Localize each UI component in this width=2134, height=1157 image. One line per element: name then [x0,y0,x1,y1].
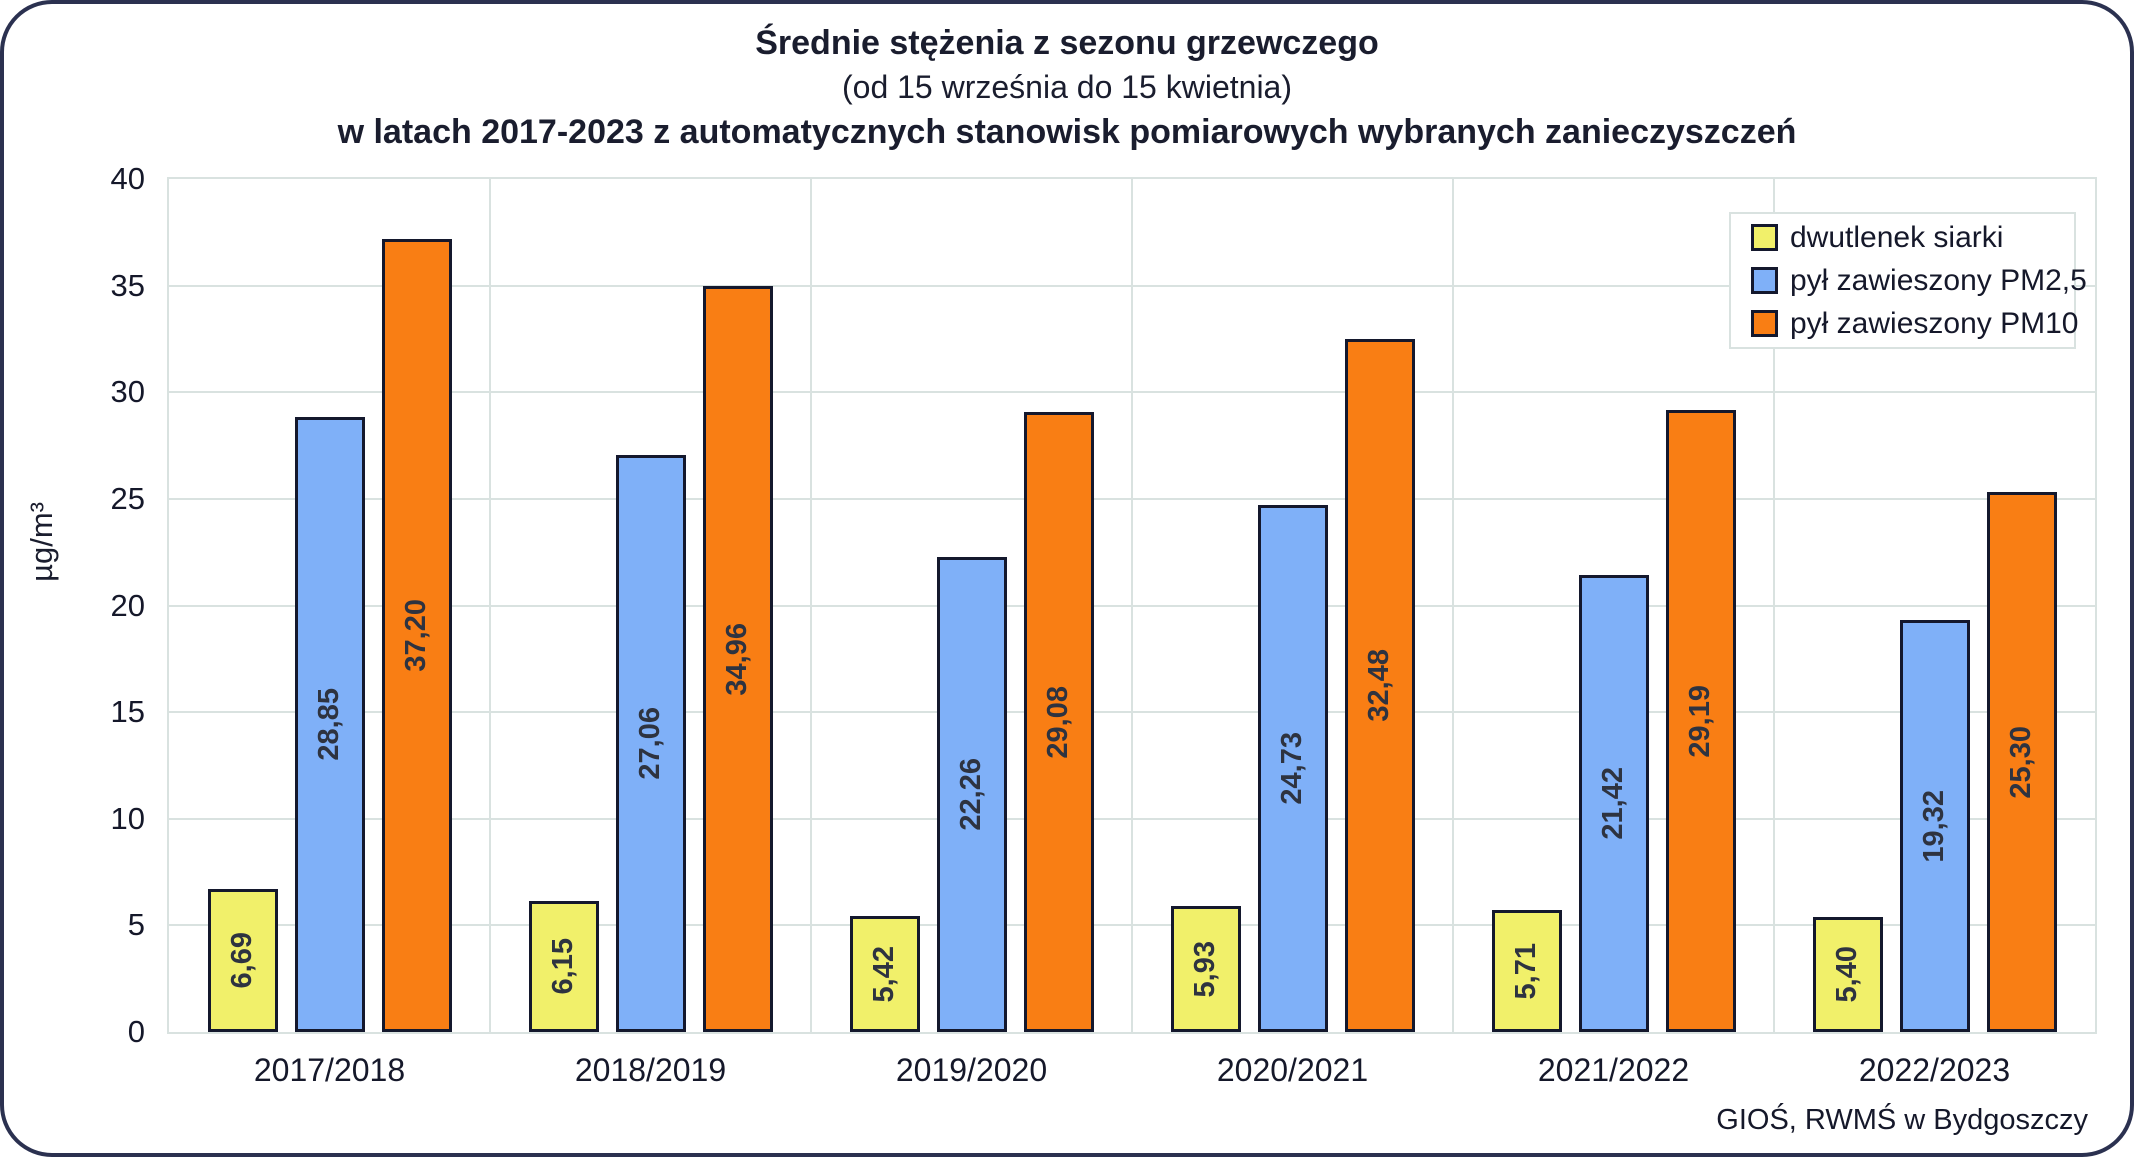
bar-pm25: 21,42 [1578,575,1649,1032]
source-credit: GIOŚ, RWMŚ w Bydgoszczy [1716,1104,2088,1136]
bar-value-label: 34,96 [721,622,753,696]
bar-value-label: 21,42 [1597,767,1629,840]
y-axis-tick-label: 40 [110,161,145,196]
y-axis-tick-label: 25 [110,480,145,516]
bar-so2: 6,69 [207,889,278,1032]
y-axis-tick-label: 30 [110,374,145,410]
bar-value-label: 5,42 [868,945,900,1003]
bar-so2: 6,15 [528,901,599,1032]
bar-group-2018-2019: 6,15 27,06 34,96 [490,179,811,1032]
x-axis-label: 2020/2021 [1216,1052,1369,1088]
x-axis-label: 2018/2019 [574,1052,727,1088]
bar-pm10: 29,08 [1023,412,1094,1032]
bar-pm25: 27,06 [615,455,686,1032]
bar-value-label: 22,26 [955,758,987,831]
y-axis-tick-label: 20 [110,587,145,623]
x-axis-label: 2017/2018 [253,1052,406,1088]
bar-so2: 5,71 [1491,910,1562,1032]
chart-title: Średnie stężenia z sezonu grzewczego (od… [4,20,2130,155]
gridline-vertical [1773,179,1775,1032]
legend-label: pył zawieszony PM10 [1790,306,2079,340]
bar-group-2019-2020: 5,42 22,26 29,08 [811,179,1132,1032]
bar-pm10: 25,30 [1986,492,2057,1032]
bar-value-label: 37,20 [400,599,432,672]
y-axis-tick-label: 10 [110,800,145,836]
legend-item-so2: dwutlenek siarki [1751,221,2074,255]
bar-value-label: 24,73 [1276,732,1308,805]
bar-value-label: 5,93 [1189,940,1221,998]
bar-value-label: 19,32 [1918,789,1950,863]
bar-pm10: 37,20 [381,239,452,1032]
legend: dwutlenek siarki pył zawieszony PM2,5 pył … [1729,212,2087,349]
y-axis-tick-label: 0 [127,1014,145,1049]
bar-pm10: 29,19 [1665,410,1736,1032]
legend-color-swatch [1751,267,1778,294]
bar-value-label: 27,06 [634,707,666,780]
bar-so2: 5,42 [849,916,920,1032]
bar-group-2020-2021: 5,93 24,73 32,48 [1132,179,1453,1032]
chart-title-line-2: (od 15 września do 15 kwietnia) [841,68,1292,105]
bar-group-2021-2022: 5,71 21,42 29,19 [1453,179,1774,1032]
bar-so2: 5,40 [1812,917,1883,1032]
legend-color-swatch [1751,224,1778,251]
legend-color-swatch [1751,310,1778,337]
bar-so2: 5,93 [1170,906,1241,1032]
bar-value-label: 25,30 [2005,725,2037,799]
bar-pm25: 28,85 [294,417,365,1032]
bar-value-label: 29,19 [1684,684,1716,758]
bar-pm10: 34,96 [702,286,773,1032]
y-axis-tick-label: 35 [110,267,145,303]
bar-value-label: 28,85 [313,688,345,761]
bar-value-label: 5,40 [1831,946,1863,1003]
x-axis-label: 2019/2020 [895,1052,1048,1088]
bar-pm25: 22,26 [936,557,1007,1032]
gridline-vertical [810,179,812,1032]
bar-value-label: 6,69 [226,932,258,989]
x-axis-label: 2021/2022 [1537,1052,1690,1088]
bar-value-label: 32,48 [1363,649,1395,722]
gridline-vertical [1131,179,1133,1032]
y-axis-tick-label: 5 [127,907,145,943]
gridline-vertical [1452,179,1454,1032]
bar-value-label: 5,71 [1510,942,1542,1000]
legend-item-pm25: pył zawieszony PM2,5 [1751,264,2087,298]
chart-title-line-1: Średnie stężenia z sezonu grzewczego [755,24,1379,62]
bar-value-label: 29,08 [1042,685,1074,759]
bar-pm25: 24,73 [1257,505,1328,1032]
bar-value-label: 6,15 [547,938,579,995]
bar-group-2022-2023: 5,40 19,32 25,30 [1774,179,2095,1032]
gridline-vertical [489,179,491,1032]
legend-label: dwutlenek siarki [1790,220,2004,254]
chart-title-line-3: w latach 2017-2023 z automatycznych stan… [337,112,1797,151]
y-axis-tick-label: 15 [110,694,145,730]
bar-pm10: 32,48 [1344,339,1415,1032]
bar-group-2017-2018: 6,69 28,85 37,20 [169,179,490,1032]
legend-item-pm10: pył zawieszony PM10 [1751,307,2078,341]
bar-pm25: 19,32 [1899,620,1970,1032]
legend-label: pył zawieszony PM2,5 [1790,263,2087,297]
x-axis-label: 2022/2023 [1858,1052,2011,1088]
